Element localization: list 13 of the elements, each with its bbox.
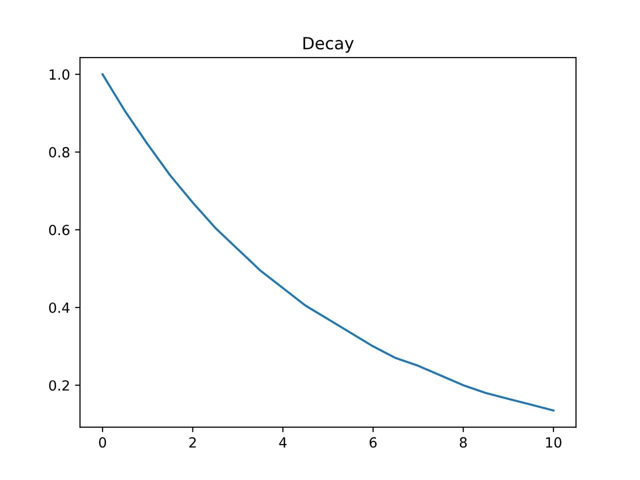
y-tick-label: 0.6 [49, 224, 70, 236]
x-tick-label: 8 [460, 437, 467, 448]
y-tick-label: 0.4 [49, 302, 70, 313]
line-series [102, 73, 554, 412]
x-tick-label: 2 [189, 437, 196, 448]
y-tick-label: 0.8 [49, 147, 70, 158]
x-tick-label: 10 [546, 437, 562, 448]
x-tick-label: 4 [279, 437, 287, 448]
y-tick-label: 0.2 [49, 380, 69, 391]
x-tick-label: 6 [370, 437, 377, 448]
x-tick-label: 0 [99, 437, 106, 448]
y-tick-label: 1.0 [50, 69, 70, 80]
chart-title: Decay [303, 37, 354, 53]
